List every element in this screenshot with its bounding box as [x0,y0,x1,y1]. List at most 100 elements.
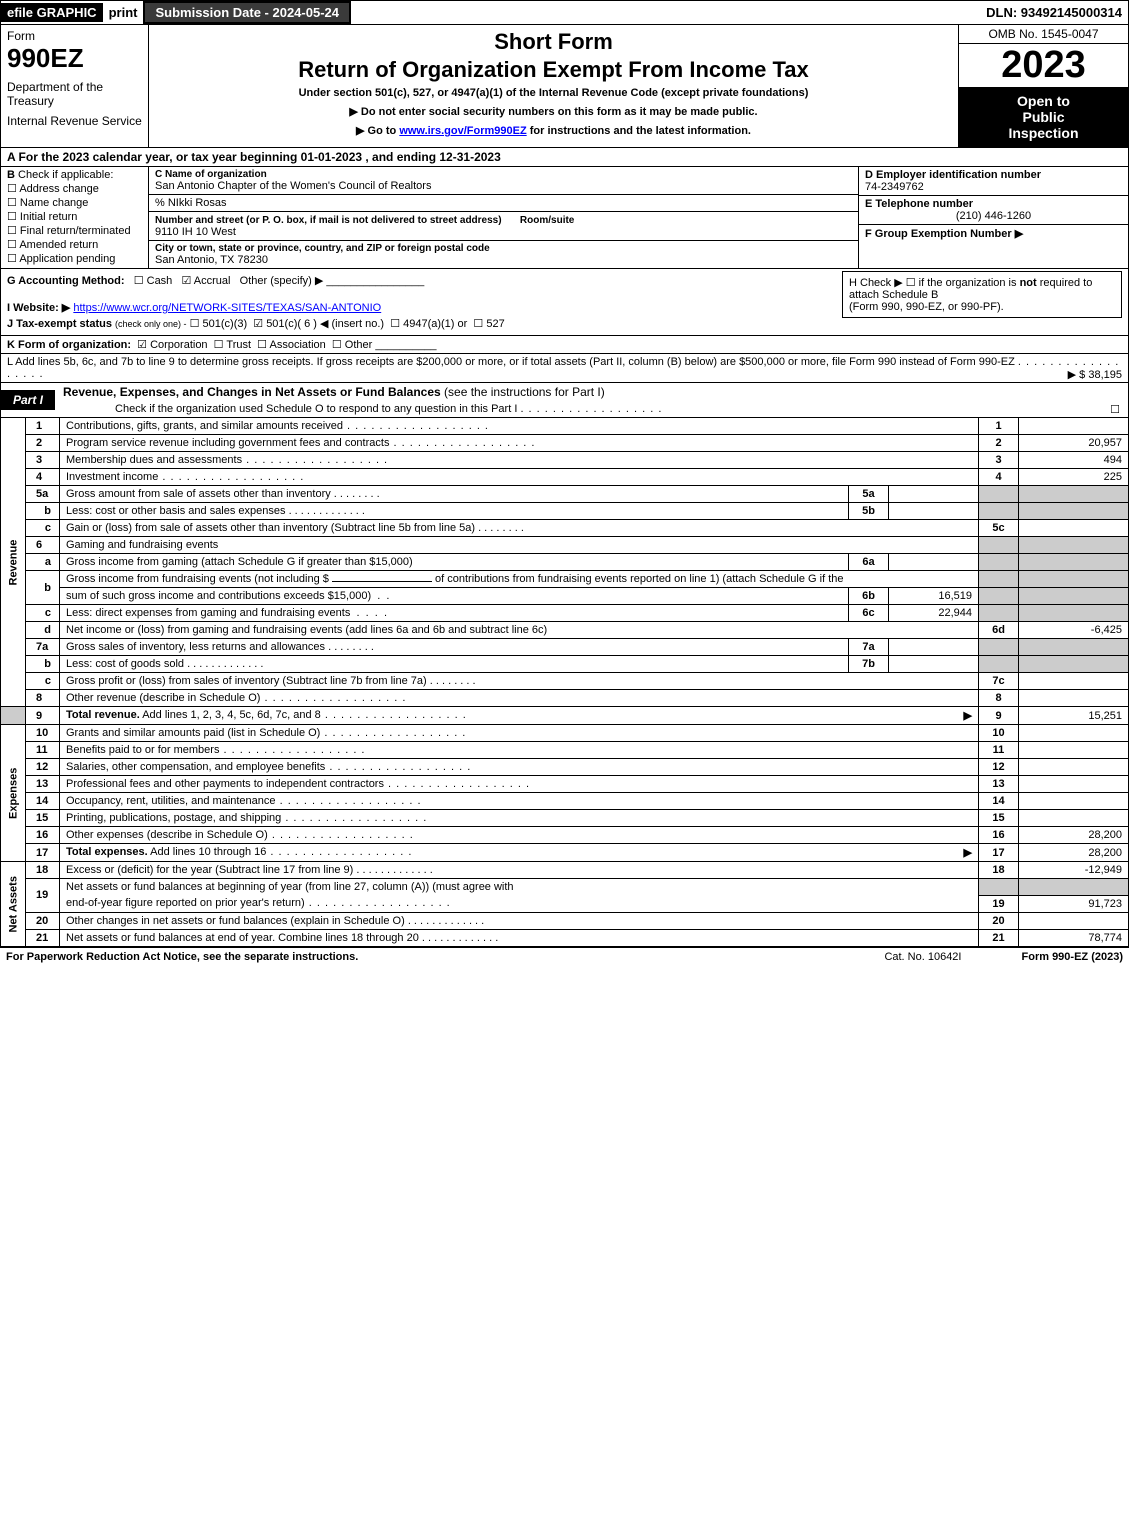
c-9: 9 [979,707,1019,725]
d-13: Professional fees and other payments to … [66,778,384,790]
j-501c3[interactable]: 501(c)(3) [203,318,248,330]
k-assoc[interactable]: Association [270,339,326,351]
ln-6: 6 [26,537,60,554]
v-4: 225 [1019,469,1129,486]
h-text1: H Check ▶ ☐ if the organization is [849,277,1020,289]
d-6: Gaming and fundraising events [60,537,979,554]
d-6b-3: sum of such gross income and contributio… [66,590,371,602]
d-21: Net assets or fund balances at end of ye… [66,932,419,944]
chk-initial-return[interactable]: ☐ Initial return [7,210,142,223]
sv-5a [889,486,979,503]
k-label: K Form of organization: [7,339,131,351]
ln-15: 15 [26,810,60,827]
irs-link[interactable]: www.irs.gov/Form990EZ [399,125,526,137]
c-4: 4 [979,469,1019,486]
d-6a: Gross income from gaming (attach Schedul… [66,556,413,568]
short-form-heading: Short Form [157,29,950,55]
g-accrual[interactable]: Accrual [194,275,231,287]
j-note: (check only one) - [115,319,187,329]
ein-value: 74-2349762 [865,181,1122,193]
chk-application-pending[interactable]: ☐ Application pending [7,252,142,265]
d-2: Program service revenue including govern… [66,437,389,449]
efile-label: efile GRAPHIC [1,3,103,22]
ln-7a: 7a [26,639,60,656]
ln-6c: c [26,605,60,622]
k-trust[interactable]: Trust [226,339,251,351]
l-value: ▶ $ 38,195 [1068,368,1122,381]
side-netassets: Net Assets [1,862,26,947]
ln-19: 19 [26,879,60,913]
ln-6a: a [26,554,60,571]
d-1: Contributions, gifts, grants, and simila… [66,420,343,432]
v-18: -12,949 [1019,862,1129,879]
c-1: 1 [979,418,1019,435]
part1-sub: Check if the organization used Schedule … [115,403,517,415]
under-section: Under section 501(c), 527, or 4947(a)(1)… [157,87,950,99]
v-1 [1019,418,1129,435]
c-5c: 5c [979,520,1019,537]
c-3: 3 [979,452,1019,469]
chk-final-return[interactable]: ☐ Final return/terminated [7,224,142,237]
d-10: Grants and similar amounts paid (list in… [66,727,320,739]
c-10: 10 [979,725,1019,742]
d-15: Printing, publications, postage, and shi… [66,812,281,824]
footer-right-post: (2023) [1088,951,1123,963]
ln-5a: 5a [26,486,60,503]
website-link[interactable]: https://www.wcr.org/NETWORK-SITES/TEXAS/… [73,302,381,314]
footer-right-pre: Form [1022,951,1053,963]
d-5c: Gain or (loss) from sale of assets other… [66,522,475,534]
d-6b-1: Gross income from fundraising events (no… [66,573,329,585]
ln-2: 2 [26,435,60,452]
d-6d: Net income or (loss) from gaming and fun… [66,624,547,636]
ln-13: 13 [26,776,60,793]
ln-16: 16 [26,827,60,844]
ln-11: 11 [26,742,60,759]
ein-label: D Employer identification number [865,169,1122,181]
dept-treasury: Department of the Treasury [7,80,142,108]
j-527[interactable]: 527 [486,318,504,330]
ln-9: 9 [26,707,60,725]
v-3: 494 [1019,452,1129,469]
d-16: Other expenses (describe in Schedule O) [66,829,268,841]
l-text: L Add lines 5b, 6c, and 7b to line 9 to … [7,356,1015,368]
c-17: 17 [979,844,1019,862]
c-8: 8 [979,690,1019,707]
print-link[interactable]: print [103,3,144,22]
inspect-1: Open to [963,93,1124,109]
chk-name-change[interactable]: ☐ Name change [7,196,142,209]
d-4: Investment income [66,471,158,483]
group-exemption-label: F Group Exemption Number ▶ [865,227,1122,240]
h-text3: (Form 990, 990-EZ, or 990-PF). [849,301,1115,313]
ln-6d: d [26,622,60,639]
part1-tab: Part I [1,390,55,410]
sc-6b: 6b [849,588,889,605]
dept-irs: Internal Revenue Service [7,114,142,128]
form-title: Return of Organization Exempt From Incom… [157,57,950,83]
i-label: I Website: ▶ [7,302,70,314]
j-4947[interactable]: 4947(a)(1) or [403,318,467,330]
d-3: Membership dues and assessments [66,454,242,466]
d-12: Salaries, other compensation, and employ… [66,761,325,773]
sv-6c: 22,944 [889,605,979,622]
footer-left: For Paperwork Reduction Act Notice, see … [6,951,884,963]
j-label: J Tax-exempt status [7,318,112,330]
ln-5b: b [26,503,60,520]
ln-1: 1 [26,418,60,435]
c-18: 18 [979,862,1019,879]
j-501c[interactable]: 501(c)( 6 ) ◀ (insert no.) [266,318,384,330]
chk-amended-return[interactable]: ☐ Amended return [7,238,142,251]
ssn-warning: ▶ Do not enter social security numbers o… [157,105,950,118]
k-other[interactable]: Other [345,339,373,351]
chk-address-change[interactable]: ☐ Address change [7,182,142,195]
k-corp[interactable]: Corporation [150,339,207,351]
v-5c [1019,520,1129,537]
sc-5b: 5b [849,503,889,520]
c-7c: 7c [979,673,1019,690]
g-other[interactable]: Other (specify) ▶ [240,275,324,287]
v-13 [1019,776,1129,793]
ln-18: 18 [26,862,60,879]
sv-7a [889,639,979,656]
g-cash[interactable]: Cash [147,275,173,287]
ln-5c: c [26,520,60,537]
part1-checkbox[interactable]: ☐ [1110,403,1120,416]
